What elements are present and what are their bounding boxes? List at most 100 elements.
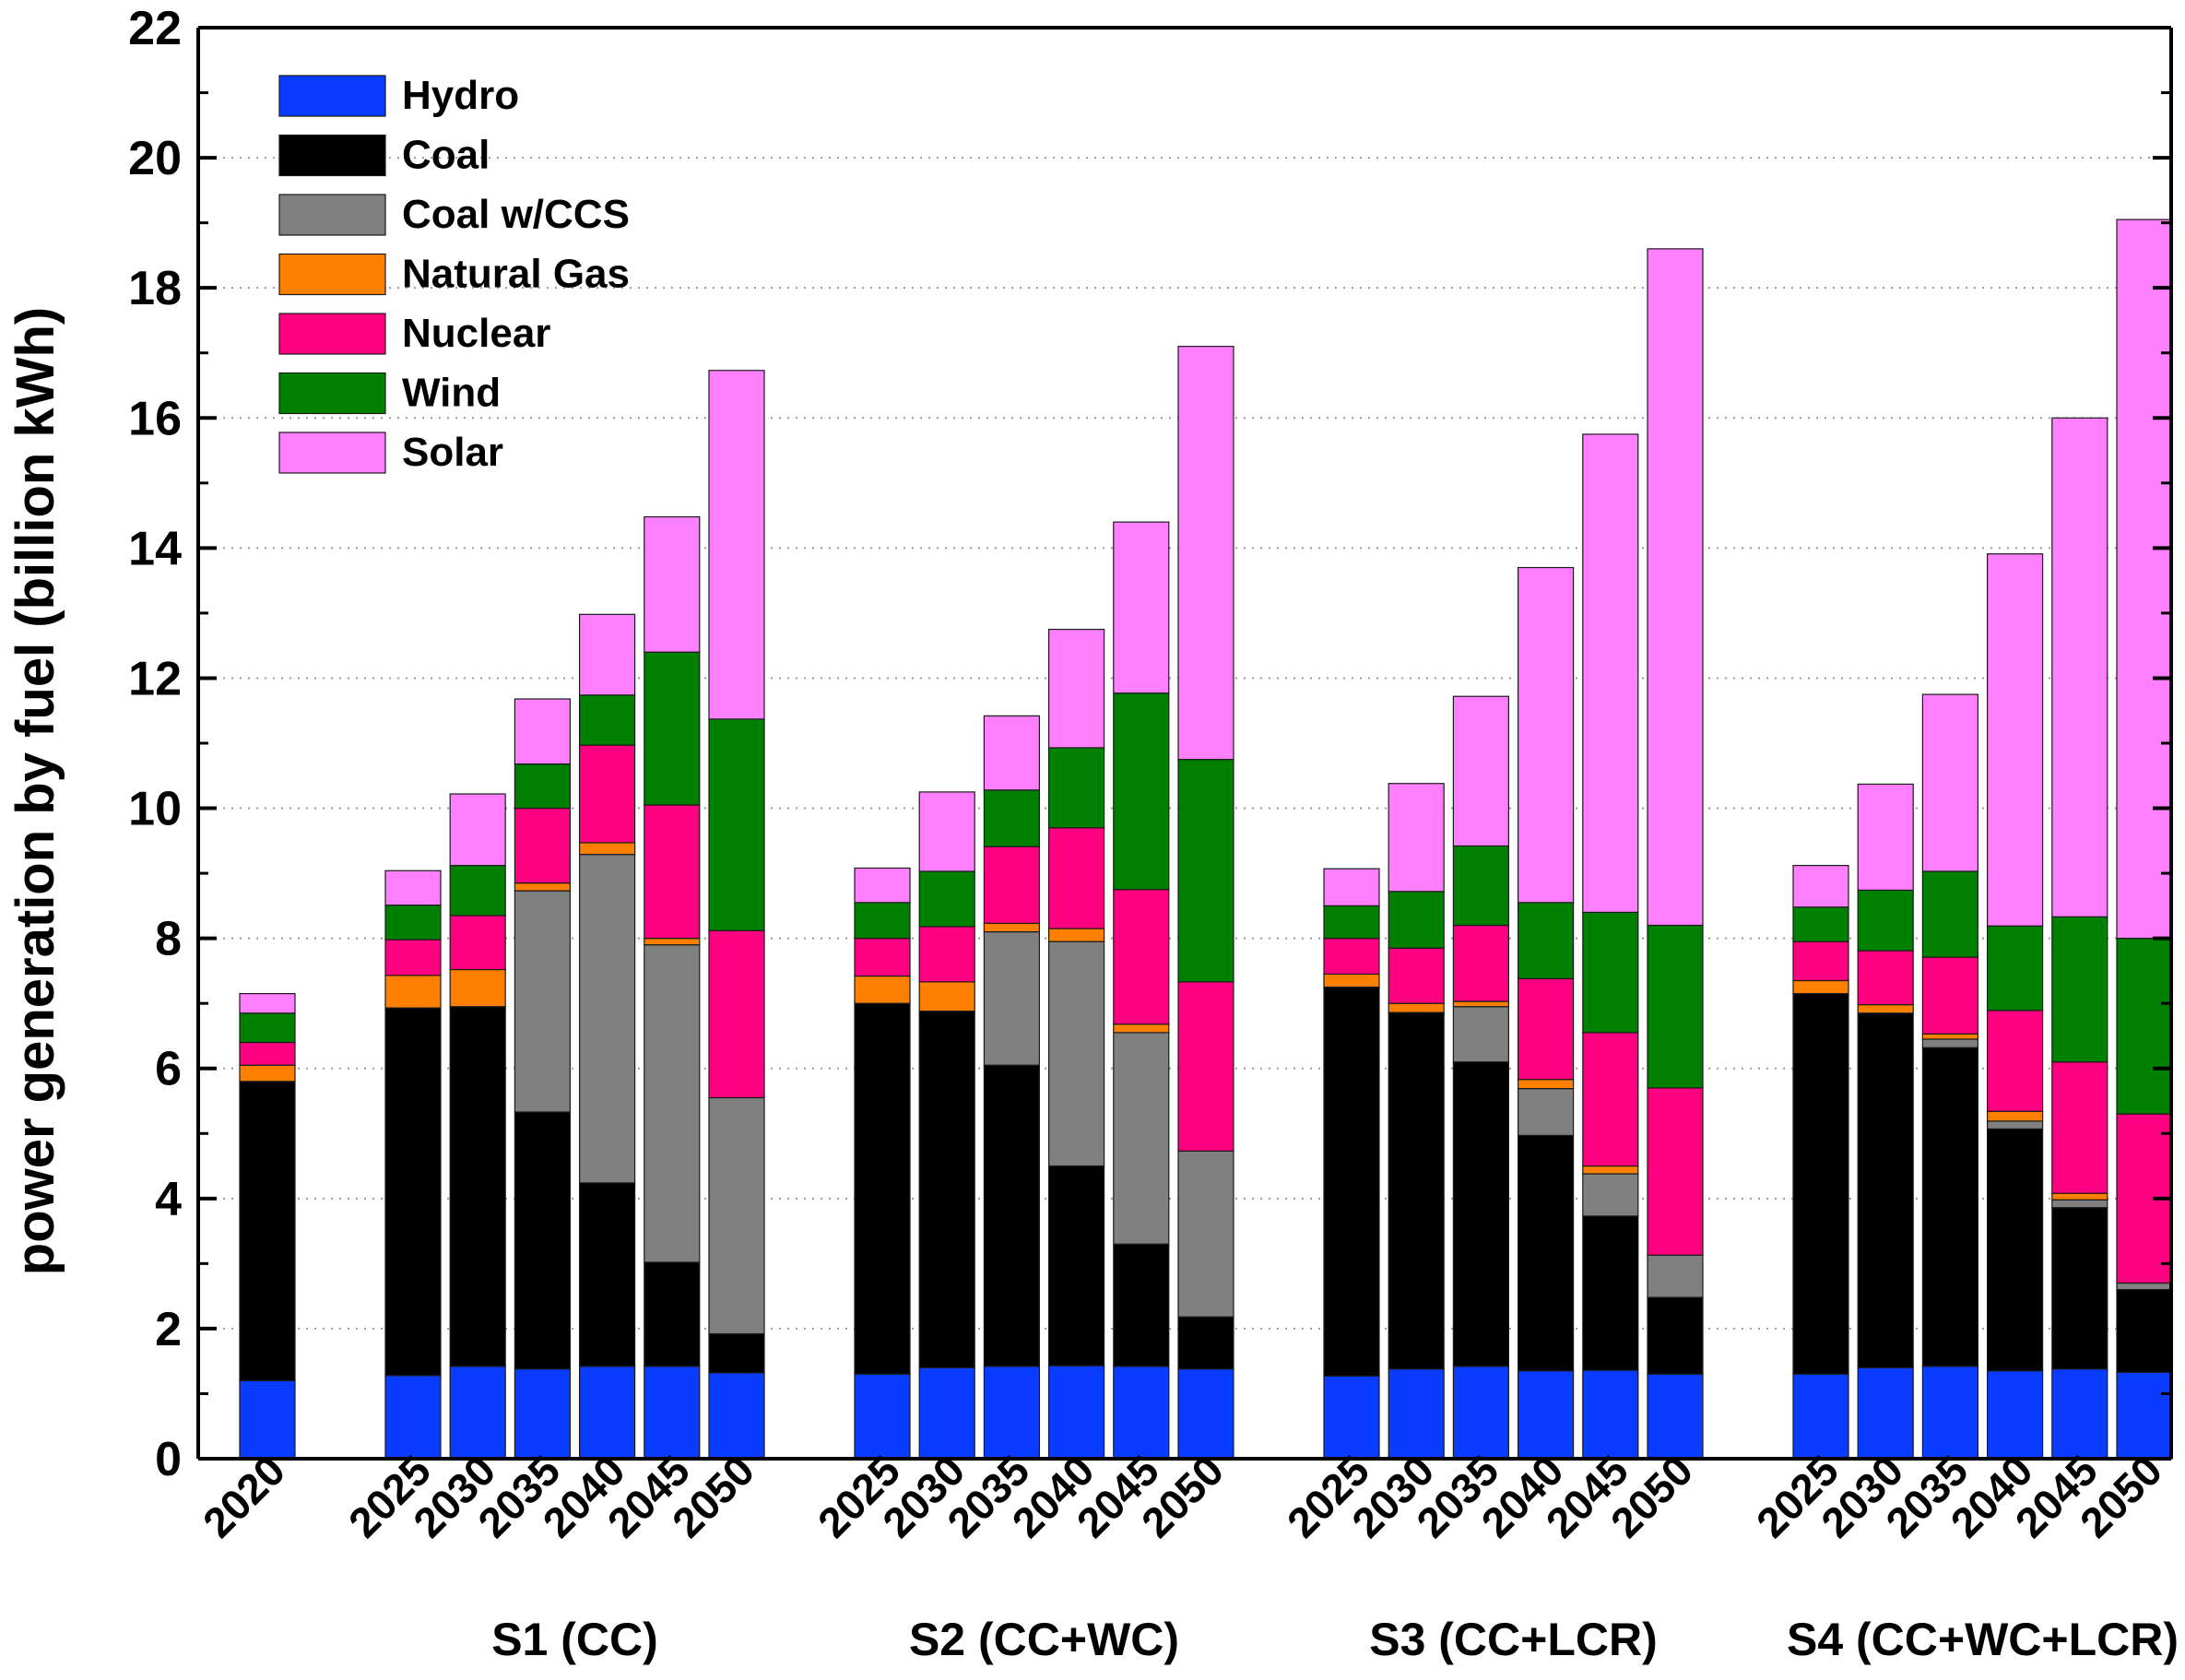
bar-segment-hydro	[644, 1366, 701, 1460]
y-axis-label: power generation by fuel (billion kWh)	[6, 307, 65, 1275]
bar-segment-wind	[514, 763, 572, 810]
bar-segment-natural-gas	[1792, 979, 1849, 995]
bars	[239, 219, 2173, 1460]
bar-segment-solar	[918, 791, 975, 872]
bar-segment-hydro	[239, 1379, 296, 1460]
bar-segment-solar	[239, 992, 296, 1014]
group-label: S1 (CC)	[491, 1614, 658, 1665]
bar-segment-wind	[708, 718, 765, 931]
bar-segment-nuclear	[1047, 827, 1105, 929]
bar-segment-coal	[708, 1332, 765, 1374]
bar-segment-wind	[1792, 906, 1849, 942]
legend-label: Coal w/CCS	[402, 192, 630, 237]
bar-segment-solar	[1323, 868, 1380, 906]
bar-segment-solar	[1452, 695, 1510, 847]
bar-segment-nuclear	[1177, 981, 1234, 1152]
bar-segment-hydro	[1987, 1370, 2044, 1460]
group-label: S4 (CC+WC+LCR)	[1787, 1614, 2179, 1665]
bar-segment-solar	[644, 515, 701, 653]
bar-segment-solar	[2051, 417, 2108, 917]
bar-segment-solar	[1582, 433, 1639, 914]
bar-segment-natural-gas	[1452, 1000, 1510, 1008]
bar-segment-solar	[1388, 783, 1445, 893]
bar-segment-wind	[1921, 870, 1978, 958]
bar-segment-solar	[1113, 521, 1170, 694]
bar-segment-coal-w-ccs	[1452, 1006, 1510, 1063]
group-label: S3 (CC+LCR)	[1369, 1614, 1658, 1665]
bar-segment-natural-gas	[1323, 973, 1380, 988]
bar-segment-coal	[2116, 1288, 2173, 1373]
bar-segment-natural-gas	[1517, 1079, 1575, 1090]
bar-segment-hydro	[1857, 1366, 1914, 1460]
bar-segment-wind	[644, 651, 701, 806]
bar-segment-solar	[1517, 566, 1575, 904]
y-tick-label: 6	[155, 1043, 182, 1096]
bar-segment-hydro	[854, 1373, 911, 1460]
bar-segment-nuclear	[514, 807, 572, 884]
bar-segment-hydro	[2116, 1371, 2173, 1460]
bar-segment-wind	[1647, 924, 1704, 1089]
bar-segment-natural-gas	[239, 1064, 296, 1083]
bar-segment-nuclear	[449, 915, 506, 971]
bar-segment-hydro	[578, 1366, 636, 1460]
bar-segment-coal	[1113, 1243, 1170, 1367]
bar-segment-solar	[578, 613, 636, 696]
bar-segment-natural-gas	[918, 981, 975, 1012]
bar-segment-hydro	[1452, 1366, 1510, 1460]
bar-segment-coal	[1517, 1134, 1575, 1372]
bar-segment-coal	[1792, 992, 1849, 1375]
bar-segment-hydro	[983, 1366, 1041, 1460]
bar-segment-hydro	[708, 1372, 765, 1460]
bar-segment-coal-w-ccs	[514, 890, 572, 1113]
legend-label: Wind	[402, 371, 501, 416]
bar-segment-hydro	[1388, 1368, 1445, 1460]
bar-segment-coal	[449, 1006, 506, 1367]
bar-segment-solar	[2116, 219, 2173, 940]
bar-segment-natural-gas	[1047, 928, 1105, 942]
bar-segment-coal	[514, 1111, 572, 1370]
bar-segment-nuclear	[983, 846, 1041, 925]
bar-segment-solar	[514, 698, 572, 765]
bar-segment-coal-w-ccs	[2051, 1199, 2108, 1209]
bar-segment-coal-w-ccs	[983, 930, 1041, 1066]
bar-segment-nuclear	[1582, 1032, 1639, 1167]
bar-segment-nuclear	[854, 938, 911, 977]
legend-swatch	[278, 253, 386, 296]
bar-segment-wind	[1388, 891, 1445, 949]
bar-segment-hydro	[1323, 1375, 1380, 1460]
bar-segment-wind	[1047, 747, 1105, 829]
bar-segment-hydro	[2051, 1368, 2108, 1460]
bar-segment-coal-w-ccs	[578, 854, 636, 1184]
bar-segment-natural-gas	[1921, 1033, 1978, 1040]
legend: Hydro Coal Coal w/CCS Natural Gas Nuclear Win…	[278, 73, 630, 475]
bar-segment-nuclear	[1388, 947, 1445, 1004]
y-tick-label: 16	[128, 392, 182, 445]
bar-segment-coal	[239, 1081, 296, 1381]
bar-segment-wind	[1452, 845, 1510, 927]
bar-segment-solar	[1792, 865, 1849, 908]
bar-segment-coal	[1921, 1047, 1978, 1367]
bar-segment-natural-gas	[1987, 1110, 2044, 1122]
bar-segment-wind	[1857, 889, 1914, 952]
bar-segment-wind	[1582, 911, 1639, 1034]
bar-segment-coal-w-ccs	[1517, 1087, 1575, 1136]
bar-segment-wind	[2116, 938, 2173, 1115]
bar-segment-wind	[239, 1012, 296, 1044]
bar-segment-solar	[1647, 248, 1704, 927]
y-tick-label: 14	[128, 522, 182, 575]
bar-segment-nuclear	[1323, 938, 1380, 976]
legend-swatch	[278, 194, 386, 236]
bar-segment-hydro	[1647, 1373, 1704, 1460]
bar-segment-wind	[384, 905, 442, 941]
bar-segment-solar	[384, 870, 442, 906]
bar-segment-nuclear	[1857, 950, 1914, 1006]
bar-segment-wind	[918, 870, 975, 928]
legend-label: Coal	[402, 133, 490, 178]
legend-label: Nuclear	[402, 311, 550, 356]
bar-segment-hydro	[384, 1375, 442, 1460]
bar-segment-wind	[578, 694, 636, 746]
bar-segment-nuclear	[239, 1041, 296, 1066]
bar-segment-wind	[1113, 692, 1170, 891]
